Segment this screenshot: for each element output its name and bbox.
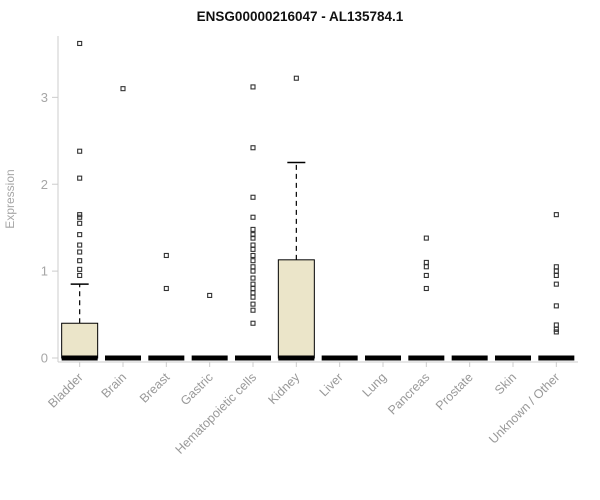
x-category-label: Skin: [492, 370, 519, 397]
outlier-point: [77, 220, 83, 226]
outlier-point: [77, 249, 83, 255]
outlier-point: [293, 75, 299, 81]
box-hematopoietic-cells: [235, 84, 271, 361]
outlier-point: [423, 235, 429, 241]
outlier-point: [77, 232, 83, 238]
outlier-point: [553, 322, 559, 328]
outlier-point: [77, 272, 83, 279]
outlier-point: [250, 281, 256, 287]
outlier-point: [77, 266, 83, 272]
box-unknown-other: [538, 212, 575, 361]
outlier-point: [553, 326, 559, 332]
outlier-point: [553, 264, 559, 270]
outlier-point: [250, 275, 256, 281]
outlier-point: [423, 285, 429, 292]
outlier-point: [250, 232, 256, 238]
outlier-point: [77, 148, 83, 154]
outlier-point: [207, 292, 213, 298]
outlier-point: [553, 212, 559, 218]
box-bladder: [61, 40, 99, 361]
outlier-point: [250, 145, 256, 151]
outlier-point: [553, 268, 559, 274]
outlier-point: [250, 264, 256, 270]
outlier-point: [250, 320, 256, 326]
outlier-point: [250, 246, 256, 252]
outlier-point: [77, 242, 83, 248]
outlier-point: [250, 194, 256, 200]
outlier-point: [250, 258, 256, 264]
x-category-label: Brain: [99, 370, 130, 401]
outlier-point: [250, 84, 256, 90]
y-tick-label: 2: [41, 177, 48, 192]
outlier-point: [423, 272, 429, 279]
x-category-label: Hematopoietic cells: [173, 370, 260, 457]
box-body: [61, 322, 99, 359]
x-category-label: Gastric: [178, 370, 216, 408]
outlier-point: [77, 212, 83, 218]
outlier-point: [77, 214, 83, 220]
outlier-point: [163, 252, 169, 259]
outlier-point: [77, 258, 83, 264]
outlier-point: [553, 281, 559, 287]
outlier-point: [250, 290, 256, 296]
box-gastric: [191, 292, 228, 361]
outlier-point: [553, 329, 559, 335]
outlier-point: [250, 294, 256, 300]
outlier-point: [250, 268, 256, 274]
outlier-point: [250, 226, 256, 232]
box-brain: [105, 86, 141, 361]
y-tick-label: 1: [41, 264, 48, 279]
x-category-label: Prostate: [433, 370, 476, 413]
outlier-point: [423, 259, 429, 265]
outlier-point: [250, 301, 256, 307]
outlier-point: [77, 175, 83, 181]
outlier-point: [163, 285, 169, 292]
x-category-label: Kidney: [266, 370, 303, 407]
y-tick-label: 0: [41, 351, 48, 366]
outlier-point: [250, 285, 256, 292]
x-category-label: Bladder: [45, 370, 85, 410]
outlier-point: [250, 214, 256, 220]
box-kidney: [277, 75, 315, 361]
x-category-label: Liver: [317, 370, 346, 399]
x-category-label: Pancreas: [385, 370, 432, 417]
y-axis: 0 1 2 3: [41, 36, 59, 366]
chart-title: ENSG00000216047 - AL135784.1: [196, 9, 404, 24]
outlier-point: [250, 252, 256, 259]
box-body: [277, 259, 315, 359]
outlier-point: [423, 264, 429, 270]
y-axis-title: Expression: [3, 169, 17, 228]
x-category-label: Lung: [360, 370, 390, 400]
box-breast: [148, 252, 185, 361]
outlier-point: [553, 272, 559, 279]
outlier-point: [250, 242, 256, 248]
outlier-point: [553, 303, 559, 309]
box-pancreas: [408, 235, 445, 361]
outlier-point: [120, 86, 126, 92]
x-category-label: Breast: [137, 370, 173, 406]
outlier-point: [250, 307, 256, 313]
outlier-point: [77, 40, 83, 47]
y-tick-label: 3: [41, 90, 48, 105]
